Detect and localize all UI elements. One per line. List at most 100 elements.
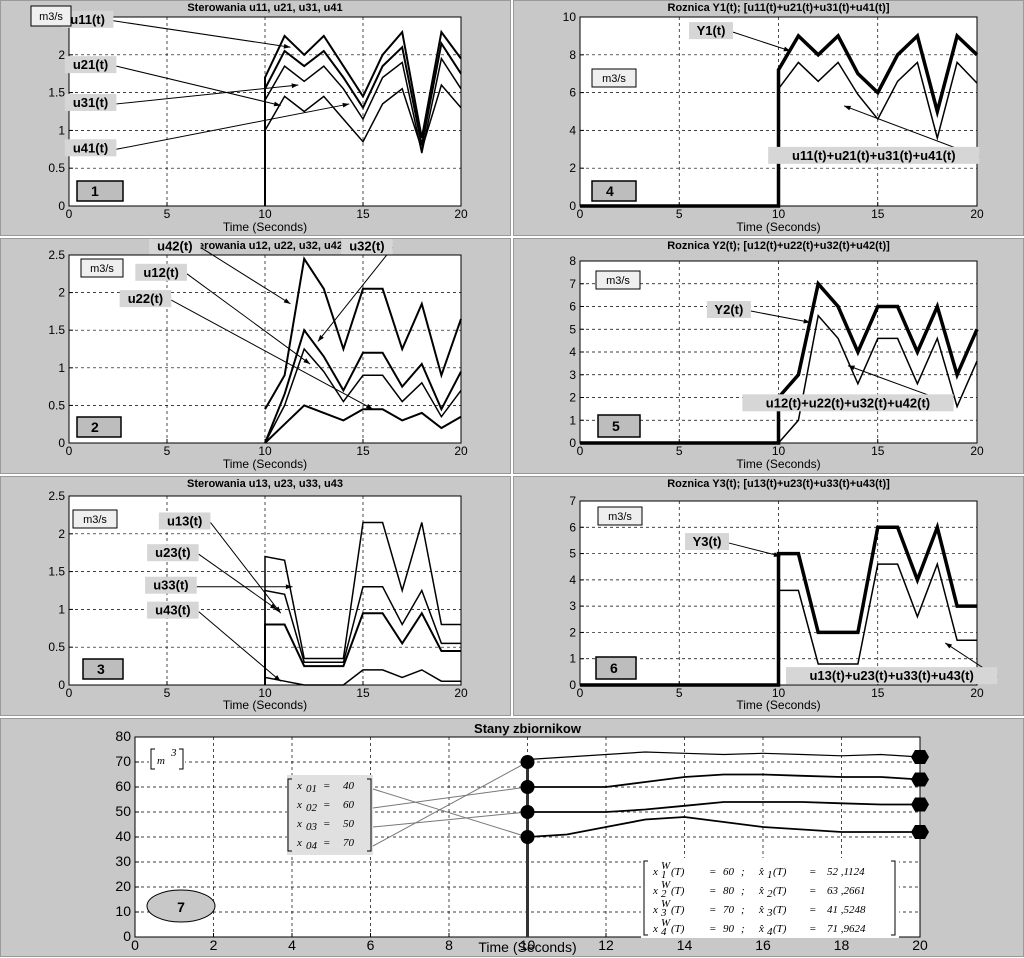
annotation-label: u22(t) bbox=[128, 291, 163, 306]
series-line-x3 bbox=[527, 801, 920, 813]
final-est-T: (T) bbox=[773, 866, 787, 878]
y-tick-label: 0 bbox=[569, 199, 576, 213]
x-tick-label: 10 bbox=[520, 937, 536, 953]
initial-eq: = bbox=[323, 837, 330, 849]
annotation-label: u13(t)+u23(t)+u33(t)+u43(t) bbox=[809, 668, 973, 683]
final-ref-sup: W bbox=[661, 879, 671, 891]
final-est-sub: 2 bbox=[767, 888, 773, 900]
y-tick-label: 6 bbox=[569, 300, 576, 314]
unit-label: m3/s bbox=[39, 11, 63, 23]
unit-label: m3/s bbox=[608, 511, 632, 523]
annotation-arrow bbox=[113, 20, 291, 48]
annotation-arrow bbox=[317, 247, 394, 342]
arrowhead bbox=[365, 403, 373, 410]
x-tick-label: 15 bbox=[871, 444, 885, 458]
initial-var: x bbox=[296, 799, 302, 811]
unit-box bbox=[80, 258, 124, 278]
x-tick-label: 20 bbox=[454, 207, 468, 221]
chart-panel-6: 0 5 10 15 20 0 1 2 3 4 5 6 7 Roznica Y3(t); [u13(t)+u… bbox=[513, 476, 1024, 716]
y-tick-label: 2 bbox=[58, 48, 65, 62]
y-tick-label: 2 bbox=[58, 286, 65, 300]
initial-values-block: x 01 = 40 x 02 = 60 x 03 = 50 x 04 = 70 bbox=[287, 775, 373, 855]
initial-val: 50 bbox=[343, 818, 355, 830]
annotation-label-bg bbox=[768, 146, 980, 164]
x-tick-label: 5 bbox=[164, 207, 171, 221]
series-line-u12-t-u22-t-u32-t-u42-t- bbox=[777, 313, 978, 444]
final-ref-T: (T) bbox=[671, 904, 685, 916]
annotation-label: u41(t) bbox=[73, 140, 108, 155]
x-tick-label: 5 bbox=[164, 686, 171, 700]
arrowhead bbox=[945, 642, 953, 649]
y-tick-label: 0 bbox=[123, 928, 131, 944]
annotation-label-bg bbox=[786, 667, 998, 685]
annotation: u21(t) bbox=[64, 56, 281, 107]
x-tick-label: 5 bbox=[676, 444, 683, 458]
arrowhead bbox=[291, 83, 299, 89]
unit-box bbox=[597, 506, 643, 526]
y-tick-label: 3 bbox=[569, 368, 576, 382]
y-tick-label: 60 bbox=[115, 778, 131, 794]
initial-var: x bbox=[296, 837, 302, 849]
connector-line bbox=[372, 786, 528, 809]
final-est-sub: 3 bbox=[766, 907, 773, 919]
final-sep: ; bbox=[741, 904, 745, 916]
final-est-T: (T) bbox=[773, 885, 787, 897]
series-line-u43-t- bbox=[264, 669, 461, 686]
x-axis-label: Time (Seconds) bbox=[223, 220, 307, 234]
final-est-T: (T) bbox=[773, 923, 787, 935]
y-tick-label: 8 bbox=[569, 48, 576, 62]
annotation-label: u32(t) bbox=[349, 239, 384, 253]
final-ref-T: (T) bbox=[671, 866, 685, 878]
final-ref-sub: 4 bbox=[661, 926, 667, 938]
y-tick-label: 2 bbox=[569, 391, 576, 405]
initial-sub: 03 bbox=[306, 821, 318, 833]
annotation: u13(t) bbox=[158, 512, 282, 614]
x-tick-label: 4 bbox=[288, 937, 296, 953]
annotation: u43(t) bbox=[147, 601, 282, 682]
y-tick-label: 0 bbox=[569, 678, 576, 692]
final-ref-sup: W bbox=[661, 860, 671, 872]
series-line-u12-t- bbox=[264, 328, 462, 444]
panel-number-box bbox=[595, 656, 637, 680]
y-tick-label: 1 bbox=[58, 602, 65, 616]
final-est-var: x̂ bbox=[758, 885, 764, 897]
series-line-x4 bbox=[527, 816, 920, 838]
x-tick-label: 10 bbox=[258, 444, 272, 458]
final-est-var: x̂ bbox=[758, 923, 764, 935]
y-tick-label: 30 bbox=[115, 853, 131, 869]
x-tick-label: 15 bbox=[356, 444, 370, 458]
final-ref-var: x bbox=[652, 866, 658, 878]
unit-label: m3/s bbox=[602, 73, 626, 85]
annotation: Y3(t) bbox=[685, 533, 781, 557]
unit-box bbox=[30, 5, 72, 27]
annotation-label-bg bbox=[135, 263, 187, 281]
y-tick-label: 1.5 bbox=[48, 86, 65, 100]
x-axis-label: Time (Seconds) bbox=[478, 939, 576, 955]
annotation-arrow bbox=[198, 611, 282, 682]
annotation-label: u13(t) bbox=[167, 513, 202, 528]
x-tick-label: 20 bbox=[970, 207, 984, 221]
chart-svg-4: 0 5 10 15 20 0 2 4 6 8 10 Roznica Y1(t); [u11(t)+u2… bbox=[563, 2, 984, 234]
initial-sub: 02 bbox=[306, 802, 318, 814]
y-tick-label: 0 bbox=[58, 436, 65, 450]
final-ref-val: 80 bbox=[723, 885, 735, 897]
unit-label: m3/s bbox=[606, 275, 630, 287]
chart-title: Roznica Y3(t); [u13(t)+u23(t)+u33(t)+u43… bbox=[667, 478, 890, 490]
y-tick-label: 0.5 bbox=[48, 640, 65, 654]
x-tick-label: 0 bbox=[577, 686, 584, 700]
y-tick-label: 20 bbox=[115, 878, 131, 894]
final-est-T: (T) bbox=[773, 904, 787, 916]
y-tick-label: 1 bbox=[58, 123, 65, 137]
final-ref-var: x bbox=[652, 923, 658, 935]
y-tick-label: 5 bbox=[569, 547, 576, 561]
y-tick-label: 7 bbox=[569, 277, 576, 291]
arrowhead bbox=[317, 334, 324, 342]
x-tick-label: 5 bbox=[676, 207, 683, 221]
annotation-label: u31(t) bbox=[73, 95, 108, 110]
annotation-label: Y3(t) bbox=[693, 534, 722, 549]
panel-number-box bbox=[82, 658, 124, 680]
annotation-label-bg bbox=[685, 533, 730, 551]
unit-box bbox=[72, 509, 118, 529]
